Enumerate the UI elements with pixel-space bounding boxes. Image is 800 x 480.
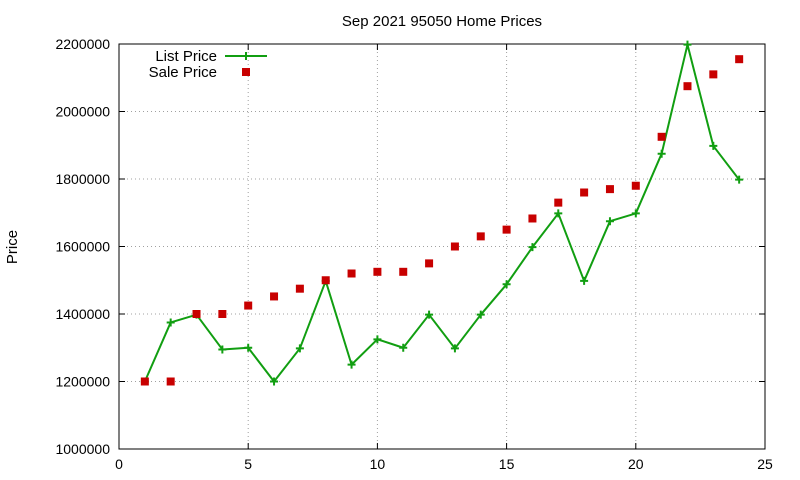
list-price-point bbox=[605, 217, 614, 226]
plot-frame bbox=[118, 43, 766, 450]
sale-price-point bbox=[502, 225, 511, 234]
list-price-point bbox=[657, 149, 666, 158]
x-tick-label: 0 bbox=[115, 456, 123, 472]
y-tick-label: 2000000 bbox=[55, 104, 110, 120]
x-tick-label: 10 bbox=[370, 456, 386, 472]
x-tick-labels: 0 5 10 15 20 25 bbox=[115, 456, 773, 472]
sale-price-point bbox=[554, 198, 563, 207]
sale-price-point bbox=[270, 292, 279, 301]
x-tick-label: 20 bbox=[628, 456, 644, 472]
list-price-point bbox=[399, 343, 408, 352]
sale-price-point bbox=[425, 259, 434, 268]
y-tick-label: 1000000 bbox=[55, 441, 110, 457]
list-price-point bbox=[476, 310, 485, 319]
y-tick-label: 1800000 bbox=[55, 171, 110, 187]
y-tick-label: 1400000 bbox=[55, 306, 110, 322]
sale-price-point bbox=[580, 188, 589, 197]
sale-price-point bbox=[373, 267, 382, 276]
sale-price-point bbox=[735, 55, 744, 64]
list-price-point bbox=[295, 344, 304, 353]
sale-price-point bbox=[347, 269, 356, 278]
list-price-point bbox=[166, 318, 175, 327]
list-price-point bbox=[528, 243, 537, 252]
list-price-point bbox=[554, 209, 563, 218]
sale-price-point bbox=[295, 284, 304, 293]
list-price-point bbox=[580, 276, 589, 285]
list-price-point bbox=[709, 141, 718, 150]
list-price-point bbox=[218, 345, 227, 354]
legend: List Price Sale Price bbox=[149, 48, 267, 81]
sale-price-point bbox=[709, 70, 718, 79]
list-price-point bbox=[450, 344, 459, 353]
chart-title: Sep 2021 95050 Home Prices bbox=[342, 13, 542, 30]
y-tick-label: 1600000 bbox=[55, 239, 110, 255]
sale-price-point bbox=[683, 82, 692, 91]
sale-price-point bbox=[528, 214, 537, 223]
list-price-point bbox=[347, 360, 356, 369]
x-tick-label: 25 bbox=[757, 456, 773, 472]
list-price-point bbox=[631, 209, 640, 218]
list-price-point bbox=[683, 40, 692, 49]
list-price-point bbox=[270, 377, 279, 386]
y-axis-label: Price bbox=[4, 230, 21, 264]
sale-price-point bbox=[140, 377, 149, 386]
list-price-point bbox=[425, 310, 434, 319]
legend-marker-list-price bbox=[242, 52, 250, 60]
sale-price-point bbox=[476, 232, 485, 241]
sale-price-point bbox=[657, 132, 666, 141]
y-tick-labels: 1000000 1200000 1400000 1600000 1800000 20000… bbox=[55, 36, 110, 457]
x-tick-label: 5 bbox=[244, 456, 252, 472]
sale-price-point bbox=[218, 310, 227, 318]
x-tick-label: 15 bbox=[499, 456, 515, 472]
sale-price-point bbox=[192, 310, 201, 318]
grid-lines bbox=[119, 44, 765, 449]
list-price-point bbox=[502, 280, 511, 289]
list-price-point bbox=[244, 343, 253, 352]
list-price-point bbox=[373, 335, 382, 344]
legend-marker-sale-price bbox=[242, 68, 250, 76]
sale-price-point bbox=[450, 242, 459, 251]
sale-price-point bbox=[244, 301, 253, 310]
sale-price-point bbox=[321, 276, 330, 285]
sale-price-point bbox=[166, 377, 175, 386]
legend-label-sale-price: Sale Price bbox=[149, 64, 217, 81]
series-layer bbox=[140, 40, 744, 386]
series-line-list-price bbox=[143, 43, 740, 383]
legend-label-list-price: List Price bbox=[155, 48, 217, 65]
y-tick-label: 1200000 bbox=[55, 374, 110, 390]
sale-price-point bbox=[605, 185, 614, 194]
list-price-point bbox=[735, 175, 744, 184]
y-tick-label: 2200000 bbox=[55, 36, 110, 52]
sale-price-point bbox=[631, 181, 640, 190]
sale-price-point bbox=[399, 267, 408, 276]
